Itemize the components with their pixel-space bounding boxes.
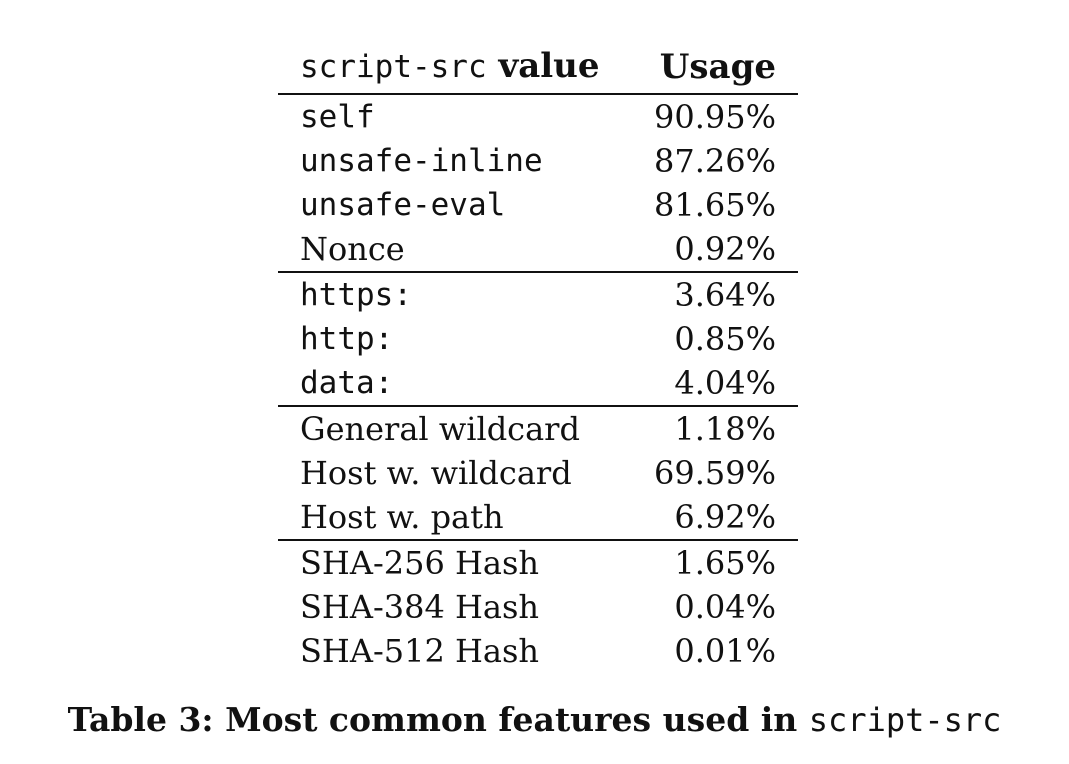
feature-value-cell: General wildcard	[278, 405, 638, 451]
usage-cell: 0.85%	[674, 320, 776, 358]
feature-value-cell: unsafe-inline	[300, 143, 543, 179]
features-table-container: script-src value Usage self 90.95% unsafe-…	[278, 40, 798, 673]
feature-value-cell: Nonce	[300, 230, 405, 268]
caption-code: script-src	[808, 701, 1002, 739]
table-header: script-src value Usage	[278, 40, 798, 94]
header-value-column: script-src value	[278, 40, 637, 94]
caption-text: Most common features used in	[213, 700, 809, 739]
table-row: SHA-384 Hash 0.04%	[278, 585, 798, 629]
header-usage-column: Usage	[659, 46, 776, 87]
feature-value-cell: Host w. path	[300, 498, 504, 536]
feature-value-cell: unsafe-eval	[300, 187, 506, 223]
usage-cell: 81.65%	[653, 186, 776, 224]
usage-cell: 1.18%	[637, 405, 798, 451]
features-table: script-src value Usage self 90.95% unsafe-…	[278, 40, 798, 673]
usage-cell: 69.59%	[653, 454, 776, 492]
feature-value-cell: SHA-384 Hash	[300, 588, 540, 626]
table-row: General wildcard 1.18%	[278, 405, 798, 451]
usage-cell: 90.95%	[653, 98, 776, 136]
feature-value-cell: Host w. wildcard	[300, 454, 572, 492]
feature-value-cell: SHA-512 Hash	[300, 632, 540, 670]
usage-cell: 0.01%	[674, 632, 776, 670]
feature-value-cell: https:	[278, 271, 638, 317]
table-row: Host w. wildcard 69.59%	[278, 451, 798, 495]
header-row: script-src value Usage	[278, 40, 798, 94]
table-row: https: 3.64%	[278, 271, 798, 317]
feature-value-cell: self	[300, 99, 375, 135]
usage-cell: 0.92%	[674, 230, 776, 268]
table-row: http: 0.85%	[278, 317, 798, 361]
usage-cell: 87.26%	[653, 142, 776, 180]
table-caption: Table 3: Most common features used in sc…	[0, 700, 1069, 739]
table-body: self 90.95% unsafe-inline 87.26% unsafe-eval…	[278, 94, 798, 673]
table-row: unsafe-eval 81.65%	[278, 183, 798, 227]
feature-value-cell: http:	[300, 321, 394, 357]
table-row: unsafe-inline 87.26%	[278, 139, 798, 183]
usage-cell: 0.04%	[674, 588, 776, 626]
usage-cell: 4.04%	[674, 364, 776, 402]
table-row: data: 4.04%	[278, 361, 798, 406]
table-row: SHA-512 Hash 0.01%	[278, 629, 798, 673]
usage-cell: 6.92%	[674, 498, 776, 536]
header-value-text: value	[486, 46, 600, 86]
usage-cell: 1.65%	[637, 539, 798, 585]
table-row: Host w. path 6.92%	[278, 495, 798, 540]
header-code-text: script-src	[300, 49, 487, 85]
caption-label: Table 3:	[67, 700, 214, 739]
table-row: Nonce 0.92%	[278, 227, 798, 272]
feature-value-cell: data:	[300, 365, 394, 401]
usage-cell: 3.64%	[637, 271, 798, 317]
feature-value-cell: SHA-256 Hash	[278, 539, 638, 585]
table-row: SHA-256 Hash 1.65%	[278, 539, 798, 585]
table-row: self 90.95%	[278, 94, 798, 139]
